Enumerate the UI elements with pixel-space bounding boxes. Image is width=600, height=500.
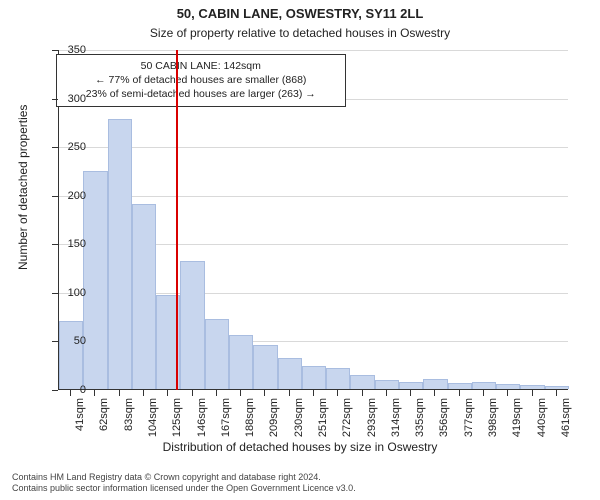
x-tick-label: 356sqm [438, 398, 450, 437]
x-tick-label: 293sqm [366, 398, 378, 437]
histogram-bar [448, 383, 472, 389]
info-line-2: ← 77% of detached houses are smaller (86… [65, 73, 337, 87]
x-tick-label: 398sqm [487, 398, 499, 437]
y-tick-label: 350 [46, 44, 86, 56]
x-tick-label: 419sqm [511, 398, 523, 437]
x-tick-label: 440sqm [536, 398, 548, 437]
x-tick-mark [459, 390, 460, 396]
chart-container: { "chart": { "type": "histogram", "title… [0, 0, 600, 500]
x-tick-label: 62sqm [98, 398, 110, 431]
histogram-bar [326, 368, 350, 389]
x-tick-label: 461sqm [560, 398, 572, 437]
histogram-bar [108, 119, 132, 389]
y-tick-label: 0 [46, 384, 86, 396]
histogram-bar [496, 384, 520, 389]
histogram-bar [278, 358, 302, 389]
x-tick-mark [532, 390, 533, 396]
x-tick-label: 209sqm [268, 398, 280, 437]
x-tick-mark [143, 390, 144, 396]
x-tick-mark [507, 390, 508, 396]
x-tick-label: 314sqm [390, 398, 402, 437]
y-axis-label: Number of detached properties [16, 105, 30, 270]
histogram-bar [520, 385, 544, 389]
x-tick-mark [94, 390, 95, 396]
gridline [59, 147, 568, 148]
x-tick-mark [289, 390, 290, 396]
info-line-3: 23% of semi-detached houses are larger (… [65, 87, 337, 101]
x-tick-label: 230sqm [293, 398, 305, 437]
x-tick-mark [386, 390, 387, 396]
histogram-bar [375, 380, 399, 389]
y-tick-label: 300 [46, 93, 86, 105]
footnote-line-2: Contains public sector information licen… [12, 483, 356, 494]
x-tick-mark [240, 390, 241, 396]
x-tick-label: 41sqm [74, 398, 86, 431]
x-tick-label: 167sqm [220, 398, 232, 437]
x-tick-mark [70, 390, 71, 396]
x-tick-mark [313, 390, 314, 396]
x-tick-mark [362, 390, 363, 396]
info-box: 50 CABIN LANE: 142sqm ← 77% of detached … [56, 54, 346, 107]
x-tick-label: 104sqm [147, 398, 159, 437]
histogram-bar [545, 386, 569, 389]
x-tick-mark [337, 390, 338, 396]
histogram-bar [229, 335, 253, 389]
histogram-bar [132, 204, 156, 389]
histogram-bar [399, 382, 423, 389]
gridline [59, 196, 568, 197]
x-tick-mark [264, 390, 265, 396]
histogram-bar [253, 345, 277, 389]
histogram-bar [180, 261, 204, 389]
x-tick-label: 125sqm [171, 398, 183, 437]
histogram-bar [302, 366, 326, 389]
x-tick-label: 335sqm [414, 398, 426, 437]
footnote-line-1: Contains HM Land Registry data © Crown c… [12, 472, 356, 483]
footnote: Contains HM Land Registry data © Crown c… [12, 472, 356, 495]
x-tick-label: 146sqm [196, 398, 208, 437]
histogram-bar [59, 321, 83, 389]
x-tick-label: 377sqm [463, 398, 475, 437]
histogram-bar [205, 319, 229, 389]
x-tick-mark [410, 390, 411, 396]
x-tick-mark [167, 390, 168, 396]
y-tick-label: 100 [46, 287, 86, 299]
x-tick-mark [216, 390, 217, 396]
chart-title-main: 50, CABIN LANE, OSWESTRY, SY11 2LL [0, 6, 600, 21]
x-tick-mark [119, 390, 120, 396]
x-tick-mark [483, 390, 484, 396]
x-axis-label: Distribution of detached houses by size … [0, 440, 600, 454]
x-tick-mark [556, 390, 557, 396]
histogram-bar [472, 382, 496, 389]
x-tick-label: 251sqm [317, 398, 329, 437]
x-tick-label: 83sqm [123, 398, 135, 431]
y-tick-label: 50 [46, 335, 86, 347]
info-line-1: 50 CABIN LANE: 142sqm [65, 59, 337, 73]
x-tick-mark [434, 390, 435, 396]
reference-line [176, 50, 178, 390]
histogram-bar [350, 375, 374, 389]
histogram-bar [423, 379, 447, 389]
y-tick-label: 150 [46, 238, 86, 250]
gridline [59, 50, 568, 51]
y-tick-label: 200 [46, 190, 86, 202]
x-tick-label: 272sqm [341, 398, 353, 437]
chart-title-sub: Size of property relative to detached ho… [0, 26, 600, 40]
x-tick-label: 188sqm [244, 398, 256, 437]
histogram-bar [83, 171, 107, 389]
x-tick-mark [192, 390, 193, 396]
y-tick-label: 250 [46, 141, 86, 153]
